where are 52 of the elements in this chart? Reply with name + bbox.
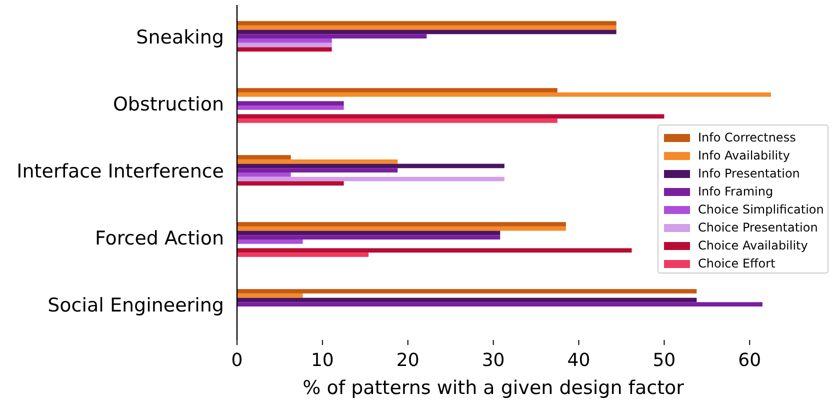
x-tick-label: 40 — [567, 350, 590, 371]
x-axis-title: % of patterns with a given design factor — [302, 377, 684, 399]
y-tick-label: Forced Action — [94, 228, 224, 250]
bar — [237, 230, 500, 236]
bar — [237, 235, 500, 240]
x-tick-label: 60 — [738, 350, 762, 371]
legend-label: Info Availability — [698, 148, 790, 162]
legend-label: Info Presentation — [698, 166, 800, 180]
bar — [237, 118, 558, 123]
bar — [237, 181, 344, 186]
y-tick-label: Social Engineering — [48, 294, 224, 317]
bar — [237, 226, 566, 231]
bar — [237, 159, 398, 164]
y-tick-label: Interface Interference — [16, 160, 224, 183]
bar — [237, 88, 558, 92]
bar — [237, 47, 332, 52]
legend-label: Choice Effort — [698, 256, 776, 270]
x-tick-label: 50 — [652, 350, 676, 371]
bar — [237, 30, 616, 34]
bar — [237, 289, 697, 294]
x-tick-label: 10 — [310, 350, 334, 371]
bar — [237, 155, 291, 160]
bar — [237, 114, 664, 119]
bar — [237, 172, 291, 177]
bar — [237, 101, 344, 106]
legend-label: Choice Availability — [698, 238, 808, 252]
y-tick-label: Obstruction — [112, 94, 224, 116]
legend-label: Choice Presentation — [698, 220, 818, 234]
bar — [237, 252, 369, 257]
bar — [237, 92, 771, 97]
bar — [237, 25, 616, 30]
bar — [237, 42, 332, 48]
bar — [237, 34, 427, 38]
bar — [237, 240, 303, 244]
bar — [237, 106, 344, 110]
bar — [237, 293, 303, 298]
bar — [237, 298, 697, 302]
bar — [237, 168, 398, 172]
bar — [237, 21, 616, 26]
bar — [237, 176, 504, 182]
legend-label: Choice Simplification — [698, 202, 824, 216]
y-tick-label: Sneaking — [136, 26, 224, 49]
bar — [237, 302, 762, 306]
x-tick-label: 30 — [482, 350, 505, 371]
bar — [237, 38, 332, 43]
bar — [237, 164, 504, 168]
x-tick-label: 20 — [396, 350, 420, 371]
legend-label: Info Framing — [698, 184, 774, 198]
bar — [237, 248, 632, 253]
x-tick-label: 0 — [231, 350, 243, 371]
bar — [237, 222, 566, 226]
legend-label: Info Correctness — [698, 130, 796, 144]
